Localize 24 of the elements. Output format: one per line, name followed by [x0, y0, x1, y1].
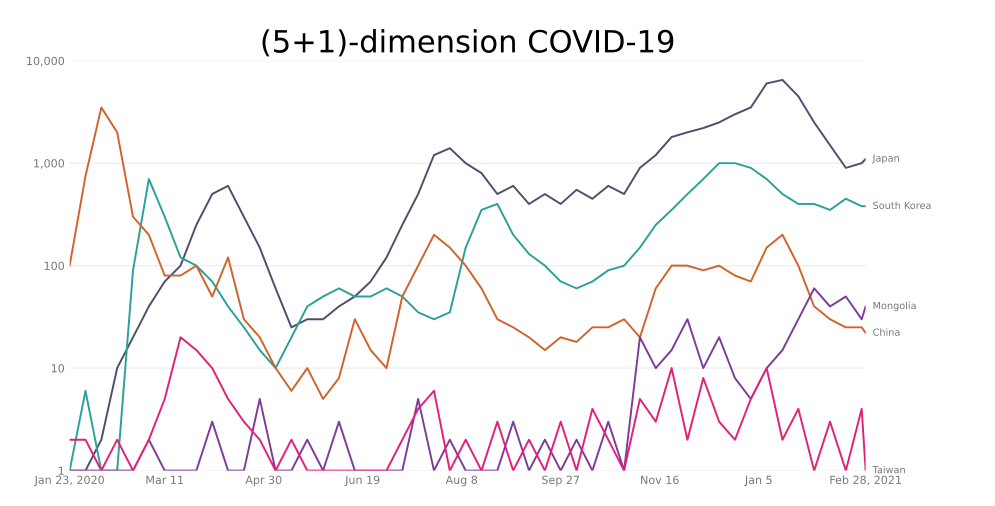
y-tick-label: 10,000: [27, 56, 64, 66]
x-tick-label: Jan 23, 2020: [34, 476, 104, 486]
x-tick-label: Aug 8: [446, 476, 478, 486]
series-label: Mongolia: [874, 302, 916, 312]
x-tick-label: Feb 28, 2021: [830, 475, 901, 486]
series-label: China: [873, 328, 900, 336]
y-tick-label: 10: [52, 364, 64, 372]
series-label: Taiwan: [872, 466, 905, 474]
line-series: [70, 287, 866, 471]
series-label: Japan: [872, 154, 899, 164]
y-tick-label: 1: [58, 466, 64, 475]
x-tick-label: Jan 5: [744, 476, 772, 486]
series-label: South Korea: [873, 202, 931, 210]
y-tick-label: 100: [44, 262, 64, 270]
x-tick-label: Nov 16: [641, 476, 679, 484]
x-tick-label: Mar 11: [146, 476, 183, 484]
x-tick-label: Sep 27: [542, 476, 580, 486]
x-tick-label: Apr 30: [245, 476, 282, 486]
chart-title: (5+1)-dimension COVID-19: [262, 29, 674, 56]
line-series: [70, 106, 866, 400]
x-tick-label: Jun 19: [344, 476, 380, 486]
y-tick-label: 1,000: [34, 159, 64, 169]
line-series: [70, 162, 866, 471]
line-series: [70, 336, 866, 471]
